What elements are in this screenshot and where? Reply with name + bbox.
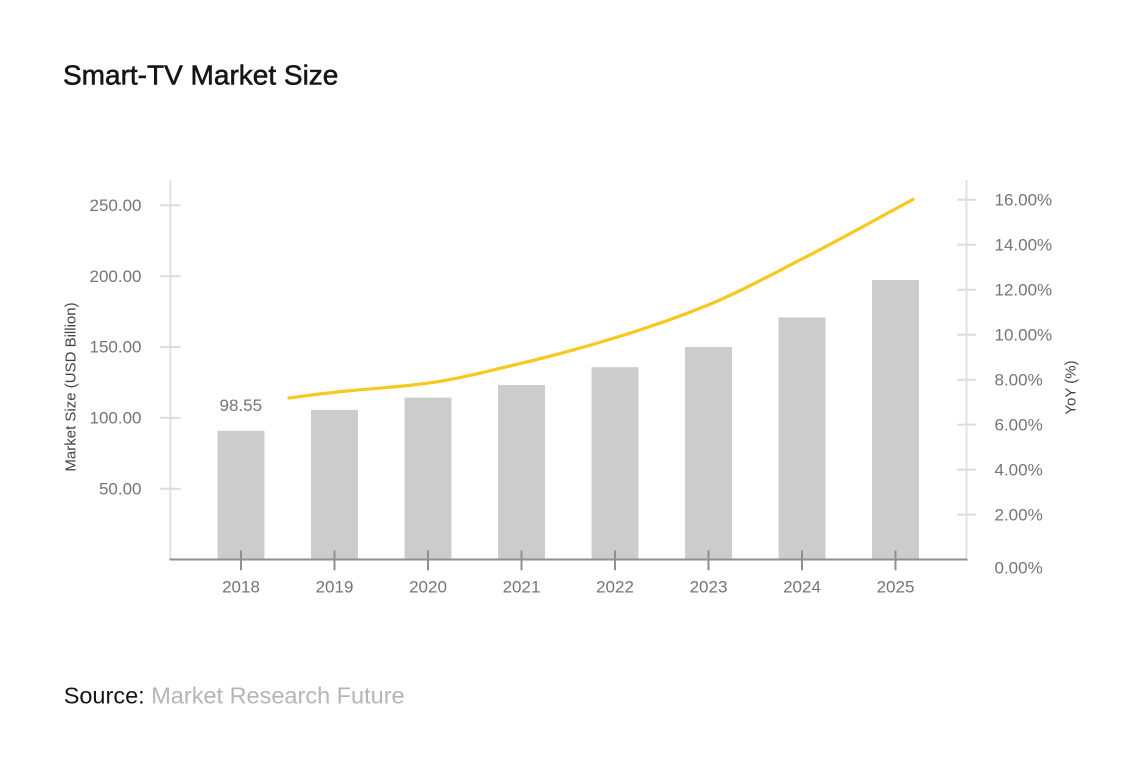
svg-text:100.00: 100.00 xyxy=(90,409,142,428)
svg-text:4.00%: 4.00% xyxy=(995,460,1043,479)
svg-text:YoY (%): YoY (%) xyxy=(1062,360,1079,414)
svg-text:150.00: 150.00 xyxy=(90,338,142,357)
svg-text:2023: 2023 xyxy=(690,578,728,597)
svg-text:Smart-TV Market Size: Smart-TV Market Size xyxy=(63,60,338,91)
svg-text:2021: 2021 xyxy=(503,578,541,597)
svg-text:Source: Market Research Future: Source: Market Research Future xyxy=(64,683,405,709)
svg-text:Market Size (USD Billion): Market Size (USD Billion) xyxy=(62,302,79,471)
svg-text:250.00: 250.00 xyxy=(90,196,142,215)
svg-text:2020: 2020 xyxy=(409,578,447,597)
svg-text:2025: 2025 xyxy=(877,578,915,597)
svg-text:16.00%: 16.00% xyxy=(995,191,1053,210)
svg-text:50.00: 50.00 xyxy=(99,479,142,498)
svg-text:2019: 2019 xyxy=(316,578,354,597)
svg-text:6.00%: 6.00% xyxy=(995,415,1043,434)
svg-text:98.55: 98.55 xyxy=(220,396,263,415)
svg-text:12.00%: 12.00% xyxy=(995,280,1053,299)
svg-text:10.00%: 10.00% xyxy=(995,325,1053,344)
svg-text:2022: 2022 xyxy=(596,578,634,597)
svg-text:2018: 2018 xyxy=(222,578,260,597)
svg-text:14.00%: 14.00% xyxy=(995,236,1053,255)
svg-text:200.00: 200.00 xyxy=(90,267,142,286)
svg-text:2024: 2024 xyxy=(783,578,821,597)
svg-text:0.00%: 0.00% xyxy=(995,559,1043,578)
svg-text:8.00%: 8.00% xyxy=(995,370,1043,389)
svg-text:2.00%: 2.00% xyxy=(995,505,1043,524)
